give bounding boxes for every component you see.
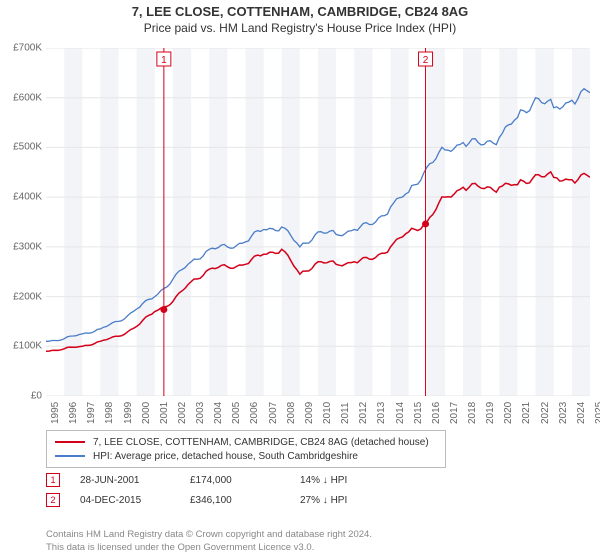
- marker-list: 1 28-JUN-2001£174,00014% ↓ HPI 2 04-DEC-201…: [46, 470, 586, 510]
- marker-badge: 1: [46, 473, 60, 487]
- x-tick: 2006: [249, 402, 260, 424]
- x-tick: 2019: [485, 402, 496, 424]
- x-tick: 2018: [467, 402, 478, 424]
- x-tick: 2014: [395, 402, 406, 424]
- legend: 7, LEE CLOSE, COTTENHAM, CAMBRIDGE, CB24…: [46, 430, 446, 468]
- footer: Contains HM Land Registry data © Crown c…: [46, 529, 372, 554]
- x-tick: 1999: [123, 402, 134, 424]
- marker-date: 04-DEC-2015: [80, 495, 190, 506]
- y-tick: £600K: [13, 92, 42, 103]
- marker-badge: 2: [46, 493, 60, 507]
- svg-text:2: 2: [423, 55, 429, 66]
- x-tick: 2020: [503, 402, 514, 424]
- x-tick: 2005: [231, 402, 242, 424]
- x-tick: 2000: [141, 402, 152, 424]
- x-tick: 2002: [177, 402, 188, 424]
- x-tick: 2009: [304, 402, 315, 424]
- x-tick: 2017: [449, 402, 460, 424]
- x-tick: 2025: [594, 402, 600, 424]
- x-tick: 1997: [86, 402, 97, 424]
- legend-label: 7, LEE CLOSE, COTTENHAM, CAMBRIDGE, CB24…: [93, 437, 429, 448]
- x-tick: 2016: [431, 402, 442, 424]
- marker-delta: 14% ↓ HPI: [300, 475, 410, 486]
- y-tick: £500K: [13, 142, 42, 153]
- title-block: 7, LEE CLOSE, COTTENHAM, CAMBRIDGE, CB24…: [0, 0, 600, 35]
- marker-row: 2 04-DEC-2015£346,10027% ↓ HPI: [46, 490, 586, 510]
- y-tick: £100K: [13, 341, 42, 352]
- legend-row: 7, LEE CLOSE, COTTENHAM, CAMBRIDGE, CB24…: [55, 435, 437, 449]
- x-tick: 2015: [413, 402, 424, 424]
- x-tick: 2013: [376, 402, 387, 424]
- x-tick: 2023: [558, 402, 569, 424]
- x-tick: 2022: [540, 402, 551, 424]
- x-tick: 2012: [358, 402, 369, 424]
- x-tick: 2024: [576, 402, 587, 424]
- y-tick: £300K: [13, 241, 42, 252]
- x-tick: 1998: [104, 402, 115, 424]
- marker-price: £346,100: [190, 495, 300, 506]
- x-tick: 2011: [340, 402, 351, 424]
- marker-price: £174,000: [190, 475, 300, 486]
- x-tick: 2010: [322, 402, 333, 424]
- x-tick: 2021: [521, 402, 532, 424]
- x-tick: 2003: [195, 402, 206, 424]
- x-tick: 1996: [68, 402, 79, 424]
- y-tick: £0: [31, 391, 42, 402]
- y-tick: £400K: [13, 192, 42, 203]
- footer-line-2: This data is licensed under the Open Gov…: [46, 542, 372, 554]
- marker-date: 28-JUN-2001: [80, 475, 190, 486]
- chart-container: 7, LEE CLOSE, COTTENHAM, CAMBRIDGE, CB24…: [0, 0, 600, 560]
- x-axis: 1995 1996 1997 1998 1999 2000 2001 2002 2003 2004…: [46, 396, 590, 426]
- marker-row: 1 28-JUN-2001£174,00014% ↓ HPI: [46, 470, 586, 490]
- legend-swatch: [55, 441, 85, 443]
- legend-swatch: [55, 455, 85, 457]
- footer-line-1: Contains HM Land Registry data © Crown c…: [46, 529, 372, 541]
- x-tick: 2007: [268, 402, 279, 424]
- x-tick: 2001: [159, 402, 170, 424]
- x-tick: 2008: [286, 402, 297, 424]
- chart-title: 7, LEE CLOSE, COTTENHAM, CAMBRIDGE, CB24…: [0, 4, 600, 19]
- y-axis: £0£100K£200K£300K£400K£500K£600K£700K: [0, 48, 44, 396]
- marker-delta: 27% ↓ HPI: [300, 495, 410, 506]
- x-tick: 2004: [213, 402, 224, 424]
- y-tick: £700K: [13, 43, 42, 54]
- x-tick: 1995: [50, 402, 61, 424]
- legend-label: HPI: Average price, detached house, Sout…: [93, 451, 358, 462]
- y-tick: £200K: [13, 291, 42, 302]
- chart-svg: 12: [46, 48, 590, 396]
- chart-area: 12: [46, 48, 590, 410]
- legend-row: HPI: Average price, detached house, Sout…: [55, 449, 437, 463]
- svg-text:1: 1: [161, 55, 167, 66]
- chart-subtitle: Price paid vs. HM Land Registry's House …: [0, 21, 600, 35]
